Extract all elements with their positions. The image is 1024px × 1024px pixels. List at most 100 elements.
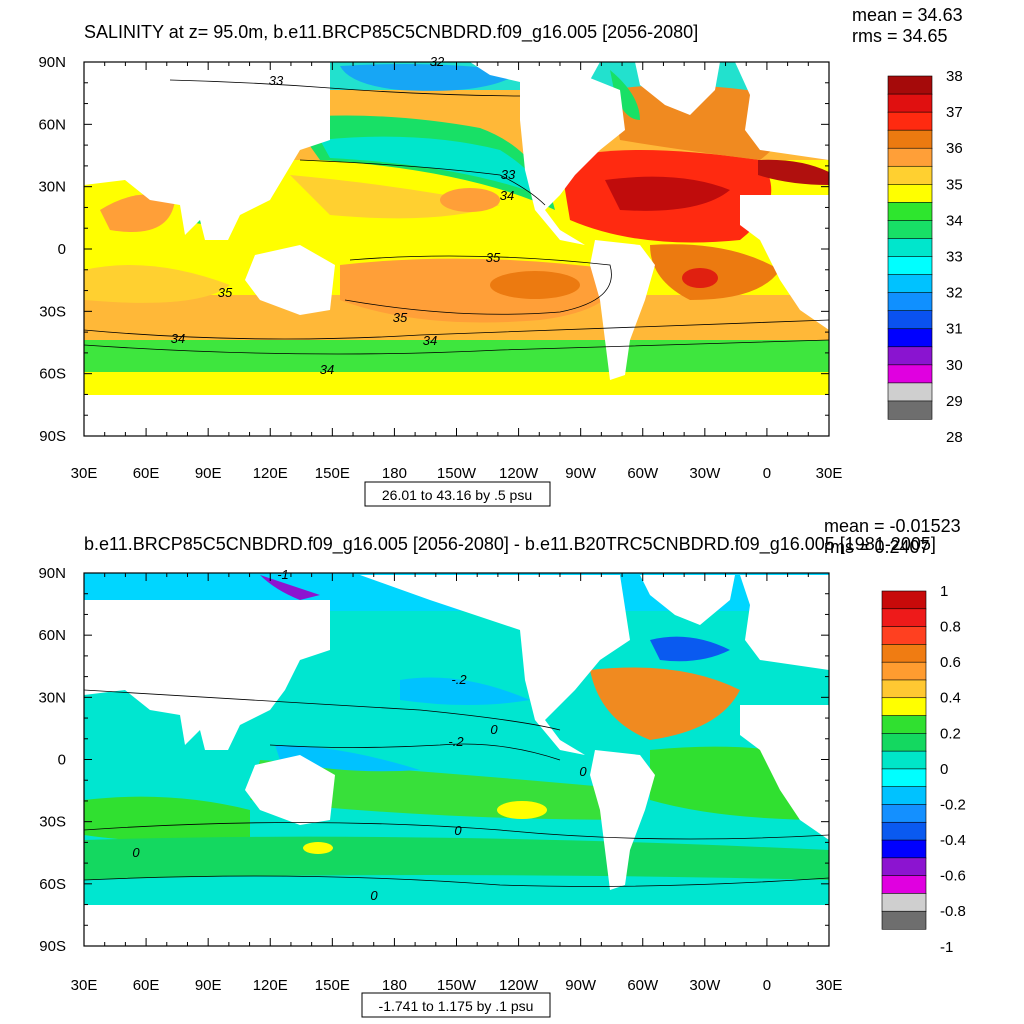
x-tick-label: 180 xyxy=(382,977,407,994)
difference-map xyxy=(84,573,829,946)
salinity-range-box xyxy=(364,481,551,507)
y-tick-label: 90S xyxy=(39,938,66,955)
salinity-title: SALINITY at z= 95.0m, b.e11.BRCP85C5CNBD… xyxy=(84,22,698,43)
y-tick-label: 30N xyxy=(38,689,66,706)
x-tick-label: 120E xyxy=(253,977,288,994)
contour-label: 0 xyxy=(132,845,140,860)
colorbar-label: 0.2 xyxy=(940,725,961,742)
y-tick-label: 30N xyxy=(38,179,66,196)
colorbar-label: 30 xyxy=(946,357,963,374)
colorbar-label: 31 xyxy=(946,321,963,338)
y-tick-label: 60S xyxy=(39,876,66,893)
contour-label: -.2 xyxy=(451,672,467,687)
colorbar-swatch xyxy=(881,768,927,788)
colorbar-swatch xyxy=(887,274,933,294)
colorbar-swatch xyxy=(887,147,933,167)
colorbar-swatch xyxy=(887,382,933,402)
colorbar-label: 0.4 xyxy=(940,690,961,707)
land-north-america xyxy=(520,78,625,245)
ocean-southern-green-band xyxy=(84,340,829,378)
colorbar-swatch xyxy=(881,644,927,663)
diff-indian-green xyxy=(84,796,250,842)
colorbar-swatch xyxy=(881,626,927,645)
colorbar-swatch xyxy=(881,715,927,734)
land-south-america xyxy=(590,240,655,380)
difference-title: b.e11.BRCP85C5CNBDRD.f09_g16.005 [2056-2… xyxy=(84,534,936,555)
difference-contours xyxy=(84,689,829,887)
diff-land-greenland xyxy=(640,575,735,625)
colorbar-swatch xyxy=(881,786,927,806)
x-tick-label: 30W xyxy=(689,977,721,994)
colorbar-swatch xyxy=(881,821,927,841)
x-tick-label: 90E xyxy=(195,465,222,482)
colorbar-label: 1 xyxy=(940,583,948,600)
salinity-rms: rms = 34.65 xyxy=(852,26,948,46)
x-tick-label: 180 xyxy=(382,465,407,482)
colorbar-swatch xyxy=(887,346,933,366)
atlantic-subtropical-north-core xyxy=(605,176,730,211)
contour-label: -.2 xyxy=(448,734,464,749)
diff-labrador-negative xyxy=(650,636,730,662)
colorbar-swatch xyxy=(881,661,927,681)
colorbar-label: -1 xyxy=(940,939,953,956)
diff-contour-zero-south xyxy=(84,822,829,840)
x-tick-label: 30E xyxy=(816,465,843,482)
colorbar-label: -0.4 xyxy=(940,832,966,849)
colorbar-swatch xyxy=(881,893,927,912)
colorbar-swatch xyxy=(887,256,933,276)
colorbar-swatch xyxy=(887,238,933,258)
contour-label: 32 xyxy=(430,54,445,69)
difference-range-note: -1.741 to 1.175 by .1 psu xyxy=(379,998,534,1014)
contour-label: 34 xyxy=(423,333,437,348)
x-tick-label: 30W xyxy=(689,465,721,482)
salinity-contour-labels: 32 33 33 34 35 35 35 34 34 34 xyxy=(171,54,516,377)
north-pacific-high-core xyxy=(440,188,500,212)
x-tick-label: 150E xyxy=(315,465,350,482)
colorbar-label: 38 xyxy=(946,68,963,85)
y-tick-label: 90S xyxy=(39,428,66,445)
difference-colorbar: 1 0.8 0.6 0.4 0.2 0 -0.2 -0.4 -0.6 -0.8 -1 xyxy=(881,583,966,956)
y-tick-label: 0 xyxy=(58,752,66,769)
colorbar-label: 32 xyxy=(946,285,963,302)
diff-land-antarctica xyxy=(84,905,829,946)
x-tick-label: 0 xyxy=(763,977,771,994)
land-asia xyxy=(84,62,330,240)
colorbar-label: 0 xyxy=(940,761,948,778)
arctic-fresh-core xyxy=(340,64,520,91)
difference-mean: mean = -0.01523 xyxy=(824,516,961,536)
difference-axis-ticks: 30E 60E 90E 120E 150E 180 150W 120W 90W 60W 30W 0 30… xyxy=(38,565,842,994)
contour-label: 34 xyxy=(320,362,334,377)
colorbar-swatch xyxy=(881,608,927,628)
x-tick-label: 0 xyxy=(763,465,771,482)
diff-contour-zero-antarctic xyxy=(84,875,829,887)
diff-south-pacific-yellow xyxy=(497,801,547,819)
colorbar-label: 37 xyxy=(946,104,963,121)
salinity-mean: mean = 34.63 xyxy=(852,5,963,25)
arabian-sea-high xyxy=(100,194,175,232)
diff-north-pacific-blue xyxy=(400,677,530,705)
south-pacific-high-core xyxy=(490,271,580,299)
colorbar-swatch xyxy=(887,165,933,185)
colorbar-label: -0.6 xyxy=(940,868,966,885)
difference-contour-labels: -.2 -.2 0 0 0 0 0 -1 xyxy=(132,567,587,903)
salinity-difference-panel: b.e11.BRCP85C5CNBDRD.f09_g16.005 [2056-2… xyxy=(38,516,966,1018)
colorbar-swatch xyxy=(881,875,927,895)
colorbar-swatch xyxy=(887,111,933,131)
salinity-colorbar: 38 37 36 35 34 33 32 31 30 29 28 xyxy=(887,68,963,446)
mediterranean-high xyxy=(758,159,829,185)
contour-label: 0 xyxy=(490,722,498,737)
y-tick-label: 90N xyxy=(38,565,66,582)
salinity-panel: SALINITY at z= 95.0m, b.e11.BRCP85C5CNBD… xyxy=(38,5,963,507)
contour-33-north xyxy=(169,79,521,97)
diff-land-europe-africa xyxy=(740,575,829,840)
land-greenland xyxy=(635,62,720,115)
colorbar-swatch xyxy=(881,804,927,823)
difference-range-box xyxy=(361,992,551,1018)
contour-label: -1 xyxy=(277,567,289,582)
colorbar-swatch xyxy=(887,400,933,420)
x-tick-label: 60W xyxy=(627,977,659,994)
colorbar-swatch xyxy=(887,220,933,240)
continents xyxy=(84,62,829,436)
y-tick-label: 60S xyxy=(39,366,66,383)
contour-label: 33 xyxy=(269,73,284,88)
